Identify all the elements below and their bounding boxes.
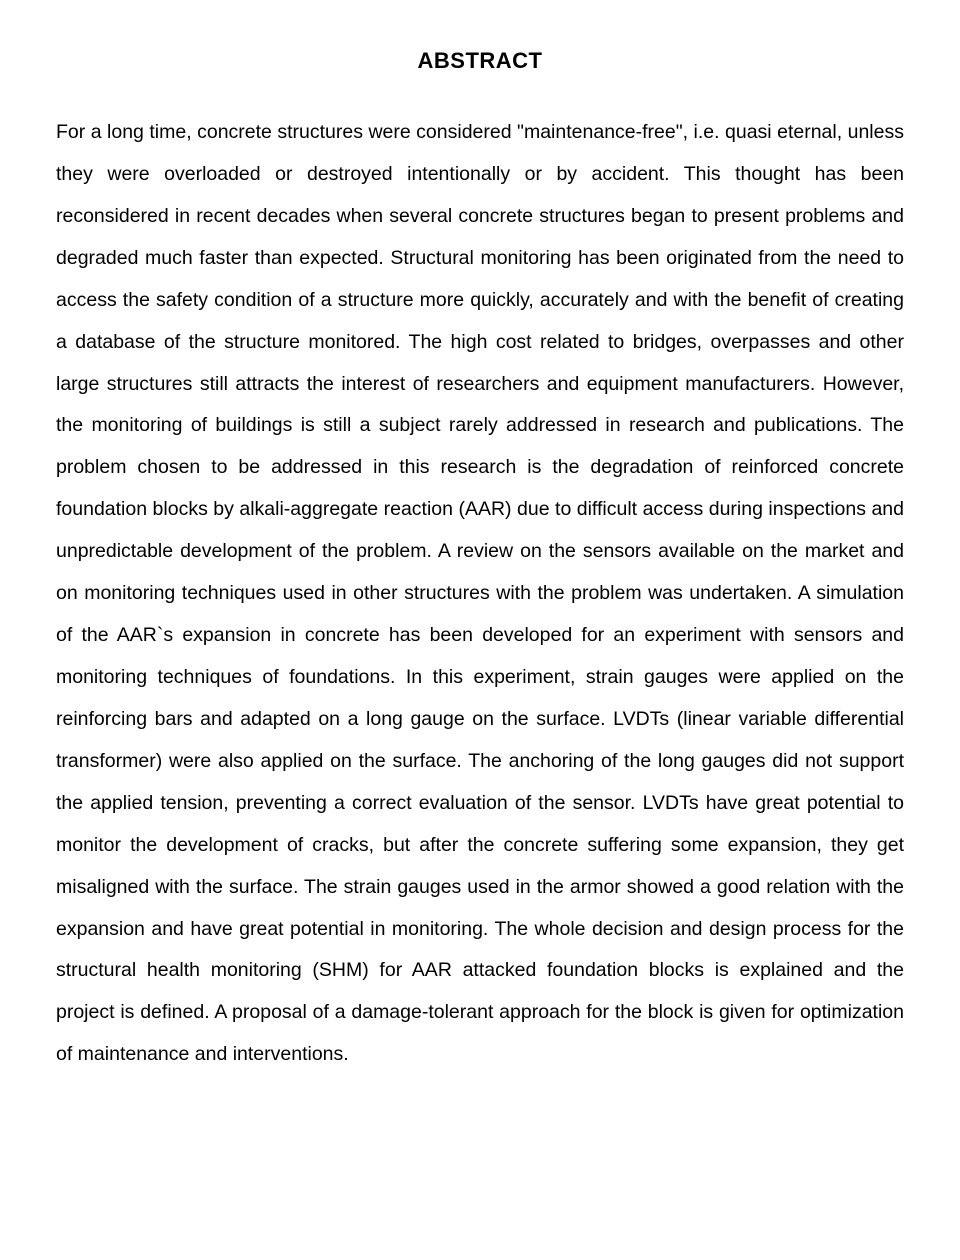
abstract-body: For a long time, concrete structures wer… <box>56 112 904 1076</box>
abstract-title: ABSTRACT <box>56 48 904 74</box>
